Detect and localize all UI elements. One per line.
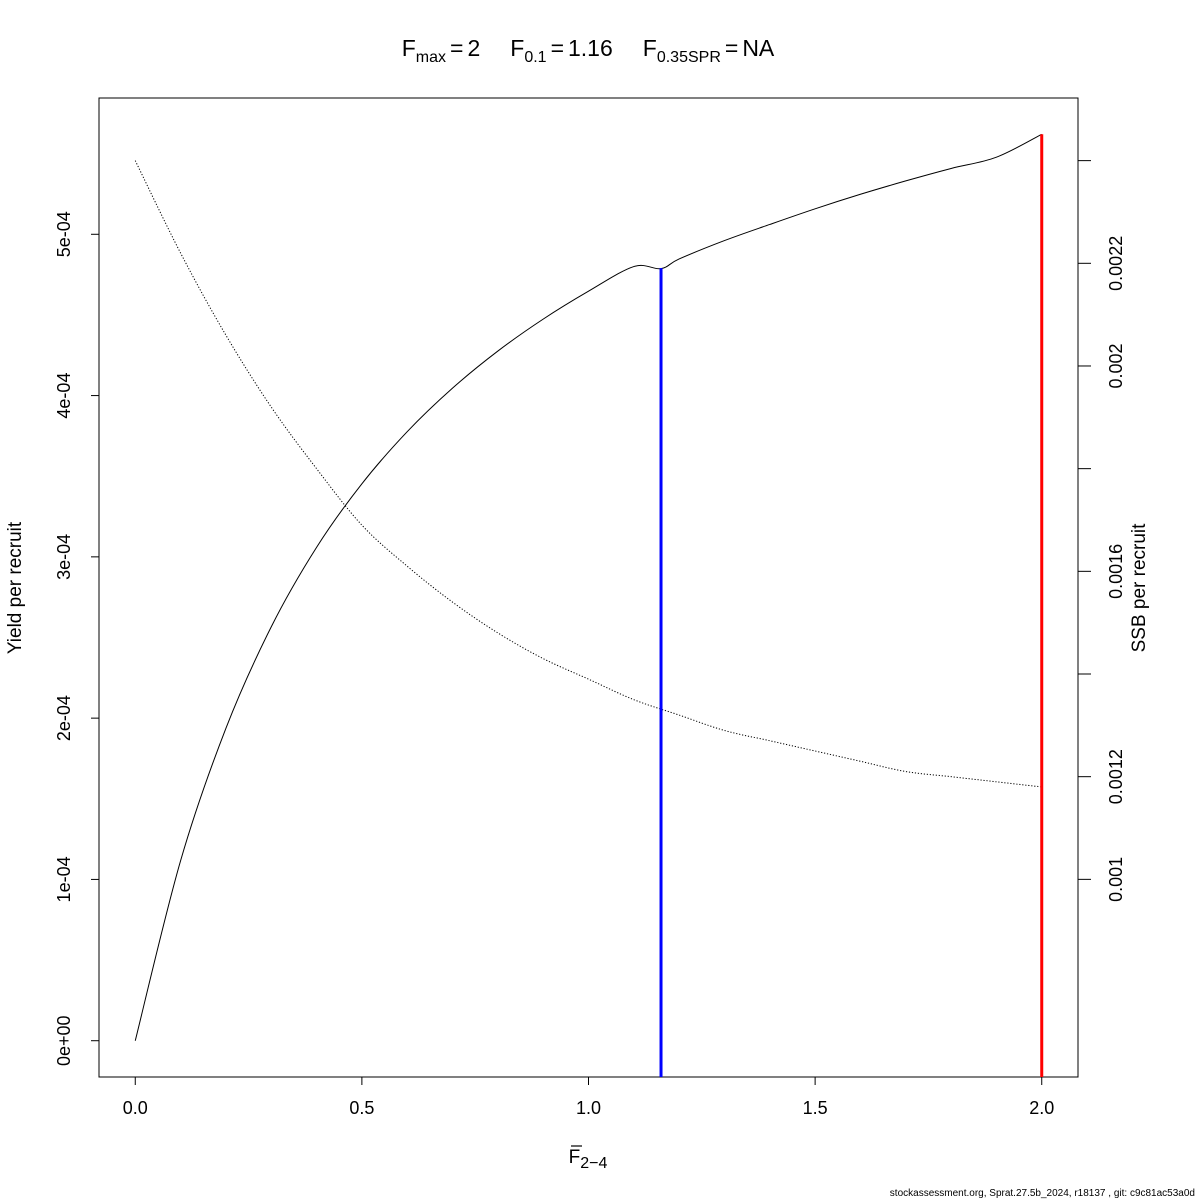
- y-axis-left: 0e+00 1e-04 2e-04 3e-04 4e-04 5e-04: [54, 211, 100, 1066]
- reference-lines: [659, 134, 1044, 1077]
- x-tick-label: 2.0: [1029, 1098, 1054, 1118]
- x-axis-label: F2−4: [569, 1147, 608, 1172]
- y-left-tick-label: 0e+00: [54, 1015, 74, 1066]
- y-axis-right-label: SSB per recruit: [1129, 523, 1150, 653]
- y-left-tick-label: 4e-04: [54, 373, 74, 419]
- yield-per-recruit-curve: [134, 133, 1042, 1041]
- x-tick-label: 1.0: [576, 1098, 601, 1118]
- series-layer: [134, 133, 1042, 1041]
- chart-title: Fmax = 2 F0.1 = 1.16 F0.35SPR = NA: [402, 35, 775, 66]
- y-right-tick-label: 0.0022: [1106, 236, 1126, 291]
- y-right-tick-label: 0.002: [1106, 343, 1126, 388]
- ssb-per-recruit-curve: [134, 160, 1042, 788]
- y-right-tick-label: 0.001: [1106, 857, 1126, 902]
- footer-note: stockassessment.org, Sprat.27.5b_2024, r…: [890, 1188, 1195, 1199]
- y-left-tick-label: 2e-04: [54, 695, 74, 741]
- x-axis: 0.0 0.5 1.0 1.5 2.0: [123, 1076, 1054, 1118]
- y-right-tick-label: 0.0016: [1106, 544, 1126, 599]
- x-tick-label: 0.5: [349, 1098, 374, 1118]
- y-left-tick-label: 3e-04: [54, 534, 74, 580]
- y-left-tick-label: 1e-04: [54, 856, 74, 902]
- plot-frame: [98, 97, 1079, 1078]
- x-tick-label: 0.0: [123, 1098, 148, 1118]
- x-tick-label: 1.5: [803, 1098, 828, 1118]
- y-axis-right: 0.001 0.0012 0.0016 0.002 0.0022: [1077, 160, 1126, 902]
- y-axis-left-label: Yield per recruit: [5, 521, 26, 654]
- y-left-tick-label: 5e-04: [54, 211, 74, 257]
- y-right-tick-label: 0.0012: [1106, 749, 1126, 804]
